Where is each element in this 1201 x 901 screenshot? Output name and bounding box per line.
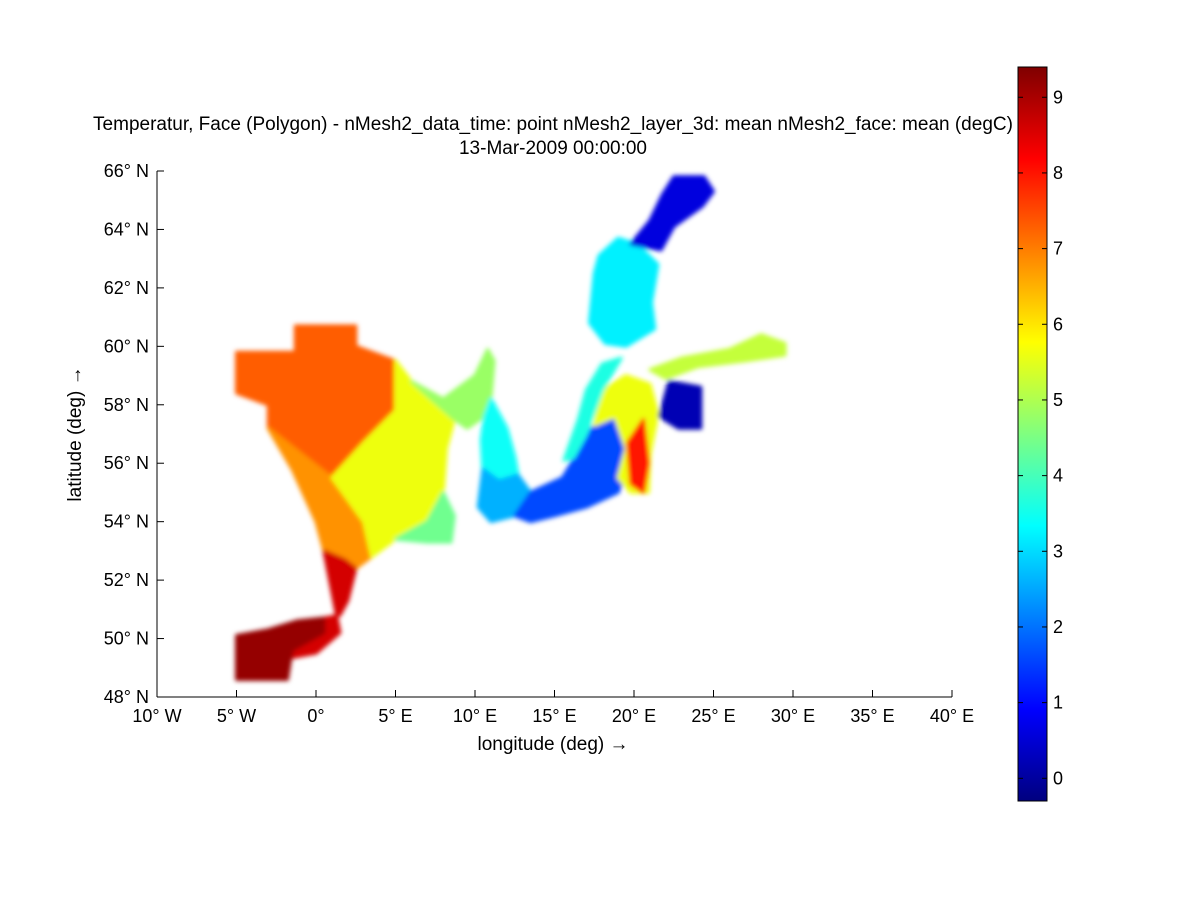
x-tick-label: 20° E bbox=[612, 706, 656, 726]
region-14 bbox=[631, 177, 714, 250]
y-tick-label: 54° N bbox=[104, 512, 149, 532]
colorbar-tick-label: 6 bbox=[1053, 314, 1063, 334]
x-tick-label: 10° E bbox=[453, 706, 497, 726]
x-tick-label: 25° E bbox=[691, 706, 735, 726]
x-tick-label: 30° E bbox=[771, 706, 815, 726]
x-tick-label: 0° bbox=[307, 706, 324, 726]
colorbar-tick-label: 0 bbox=[1053, 768, 1063, 788]
y-tick-label: 56° N bbox=[104, 453, 149, 473]
y-tick-label: 58° N bbox=[104, 395, 149, 415]
region-13 bbox=[590, 238, 658, 346]
x-tick-label: 10° W bbox=[132, 706, 181, 726]
colorbar-tick-label: 5 bbox=[1053, 390, 1063, 410]
colorbar-tick-label: 4 bbox=[1053, 466, 1063, 486]
x-axis-label: longitude (deg) → bbox=[477, 734, 628, 755]
y-tick-label: 50° N bbox=[104, 629, 149, 649]
y-tick-label: 64° N bbox=[104, 219, 149, 239]
chart-title: Temperatur, Face (Polygon) - nMesh2_data… bbox=[93, 114, 1013, 135]
colorbar-tick-label: 7 bbox=[1053, 239, 1063, 259]
y-axis-label: latitude (deg) → bbox=[65, 366, 86, 501]
temperature-field bbox=[237, 177, 786, 680]
y-tick-label: 60° N bbox=[104, 336, 149, 356]
y-tick-label: 66° N bbox=[104, 161, 149, 181]
region-5 bbox=[481, 399, 518, 481]
y-tick-label: 62° N bbox=[104, 278, 149, 298]
x-axis: 10° W 5° W 0° 5° E 10° E 15° E 20° E 25° E 30° E… bbox=[132, 690, 974, 726]
x-tick-label: 40° E bbox=[930, 706, 974, 726]
x-tick-label: 5° E bbox=[378, 706, 412, 726]
chart-subtitle: 13-Mar-2009 00:00:00 bbox=[459, 138, 647, 159]
x-tick-label: 35° E bbox=[850, 706, 894, 726]
colorbar-tick-label: 9 bbox=[1053, 87, 1063, 107]
colorbar-tick-label: 3 bbox=[1053, 541, 1063, 561]
y-axis: 48° N 50° N 52° N 54° N 56° N 58° N 60° N 62° N… bbox=[104, 161, 164, 707]
colorbar bbox=[1018, 67, 1047, 801]
colorbar-tick-label: 2 bbox=[1053, 617, 1063, 637]
colorbar-tick-label: 1 bbox=[1053, 693, 1063, 713]
x-tick-label: 5° W bbox=[217, 706, 256, 726]
colorbar-tick-label: 8 bbox=[1053, 163, 1063, 183]
x-tick-label: 15° E bbox=[532, 706, 576, 726]
region-11 bbox=[650, 335, 785, 379]
region-12 bbox=[659, 381, 700, 428]
y-tick-label: 52° N bbox=[104, 570, 149, 590]
y-tick-label: 48° N bbox=[104, 687, 149, 707]
